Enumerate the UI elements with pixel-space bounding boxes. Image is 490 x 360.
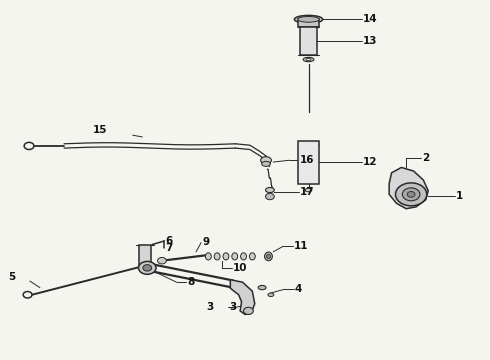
- Circle shape: [158, 257, 166, 264]
- Bar: [298, 140, 319, 184]
- Ellipse shape: [266, 188, 274, 193]
- Text: 6: 6: [165, 236, 172, 246]
- Polygon shape: [230, 280, 255, 315]
- Ellipse shape: [258, 285, 266, 290]
- Text: 12: 12: [363, 157, 378, 167]
- Text: 3: 3: [229, 302, 236, 312]
- Bar: [298, 19, 319, 27]
- Ellipse shape: [261, 157, 271, 164]
- Text: 8: 8: [187, 277, 195, 287]
- Circle shape: [402, 188, 420, 201]
- Text: 10: 10: [233, 263, 247, 273]
- Text: 3: 3: [206, 302, 213, 312]
- Ellipse shape: [265, 252, 272, 261]
- Ellipse shape: [241, 253, 246, 260]
- Ellipse shape: [305, 188, 312, 192]
- Text: 14: 14: [363, 14, 378, 24]
- Text: 4: 4: [295, 284, 302, 294]
- Ellipse shape: [249, 253, 255, 260]
- Text: 7: 7: [165, 243, 173, 253]
- Circle shape: [407, 192, 415, 197]
- Text: 15: 15: [93, 125, 107, 135]
- Circle shape: [23, 292, 32, 298]
- Circle shape: [139, 261, 156, 274]
- Ellipse shape: [223, 253, 229, 260]
- Circle shape: [266, 193, 274, 200]
- Polygon shape: [389, 167, 428, 209]
- Text: 11: 11: [294, 241, 308, 251]
- Text: 5: 5: [8, 272, 15, 282]
- Ellipse shape: [303, 57, 314, 62]
- Circle shape: [395, 183, 427, 206]
- Text: 9: 9: [202, 237, 209, 247]
- Text: 17: 17: [300, 187, 315, 197]
- Ellipse shape: [298, 17, 319, 22]
- Ellipse shape: [205, 253, 211, 260]
- Text: 2: 2: [422, 153, 429, 163]
- Text: 1: 1: [456, 191, 464, 201]
- Bar: [300, 27, 318, 55]
- Circle shape: [24, 142, 34, 149]
- Text: 13: 13: [363, 36, 378, 46]
- Bar: [139, 244, 151, 266]
- Ellipse shape: [306, 58, 311, 60]
- Text: 16: 16: [300, 155, 314, 165]
- Circle shape: [244, 307, 253, 315]
- Circle shape: [143, 265, 152, 271]
- Ellipse shape: [262, 161, 270, 166]
- Ellipse shape: [232, 253, 238, 260]
- Ellipse shape: [268, 293, 274, 297]
- Ellipse shape: [267, 254, 270, 258]
- Ellipse shape: [214, 253, 220, 260]
- Ellipse shape: [294, 15, 323, 23]
